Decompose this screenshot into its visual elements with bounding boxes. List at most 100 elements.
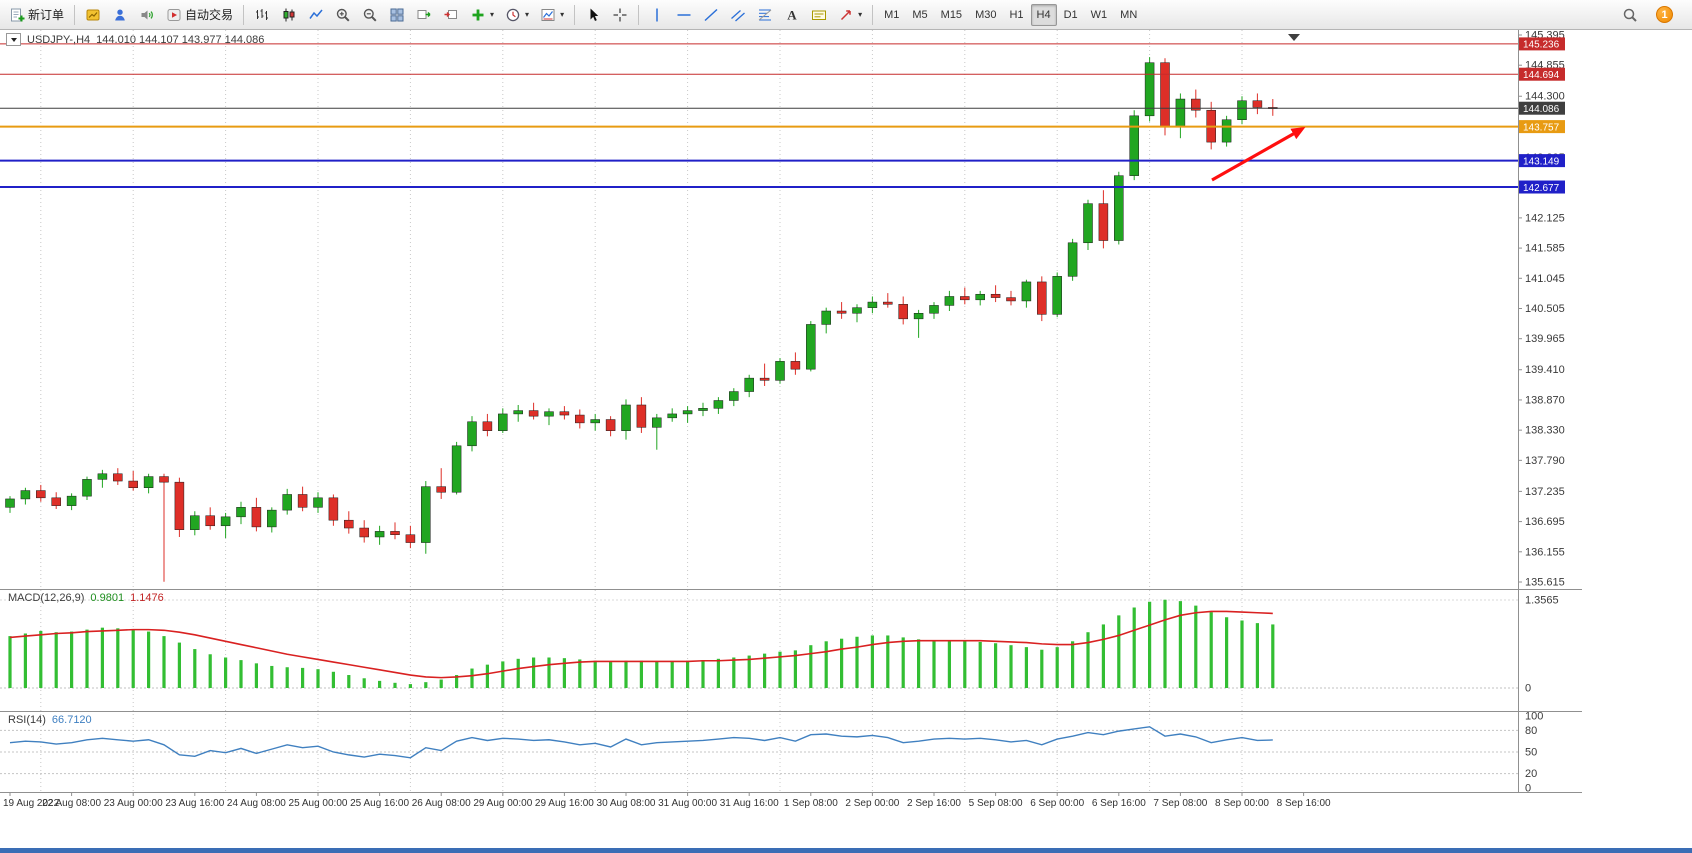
svg-text:140.505: 140.505 xyxy=(1525,303,1565,315)
zoom-out-icon xyxy=(362,7,378,23)
arrows-button[interactable]: ▾ xyxy=(833,3,867,27)
horizontal-level-lines[interactable] xyxy=(0,43,1518,189)
svg-text:8 Sep 16:00: 8 Sep 16:00 xyxy=(1277,798,1331,809)
tile-windows-button[interactable] xyxy=(384,3,410,27)
svg-text:145.236: 145.236 xyxy=(1523,40,1560,51)
svg-text:5 Sep 08:00: 5 Sep 08:00 xyxy=(969,798,1023,809)
window-bottom-edge xyxy=(0,848,1692,853)
rsi-label: RSI(14) 66.7120 xyxy=(8,714,92,726)
timeframe-w1-button[interactable]: W1 xyxy=(1085,4,1114,26)
timeframe-m30-button[interactable]: M30 xyxy=(969,4,1002,26)
tile-icon xyxy=(389,7,405,23)
fibonacci-button[interactable] xyxy=(752,3,778,27)
chart-symbol-label: USDJPY-,H4 144.010 144.107 143.977 144.0… xyxy=(6,33,264,46)
new-order-label: 新订单 xyxy=(28,8,65,22)
new-order-button[interactable]: 新订单 xyxy=(4,3,69,27)
auto-trading-label: 自动交易 xyxy=(185,8,234,22)
dropdown-caret-icon: ▾ xyxy=(858,10,863,19)
periods-button[interactable]: ▾ xyxy=(500,3,534,27)
equidistant-channel-button[interactable] xyxy=(725,3,751,27)
toolbar-right-group: 1 xyxy=(1617,3,1688,27)
autotrade-icon xyxy=(166,7,182,23)
dropdown-caret-icon: ▾ xyxy=(490,10,495,19)
timeframe-m1-button[interactable]: M1 xyxy=(878,4,905,26)
svg-text:2 Sep 16:00: 2 Sep 16:00 xyxy=(907,798,961,809)
main-toolbar: 新订单 自动交易 ▾ ▾ ▾ A ▾ M1 M5 M15 M30 H1 H4 D1 W1 MN 1 xyxy=(0,0,1692,30)
linechart-icon xyxy=(308,7,324,23)
timeframe-m5-button[interactable]: M5 xyxy=(906,4,933,26)
svg-text:29 Aug 16:00: 29 Aug 16:00 xyxy=(535,798,594,809)
svg-text:144.086: 144.086 xyxy=(1523,104,1560,115)
label-icon xyxy=(811,7,827,23)
auto-scroll-button[interactable] xyxy=(411,3,437,27)
macd-signal-value: 1.1476 xyxy=(130,592,164,604)
symbol-period: USDJPY-,H4 xyxy=(27,33,91,46)
macd-label: MACD(12,26,9) 0.9801 1.1476 xyxy=(8,592,164,604)
annotations[interactable] xyxy=(1211,34,1306,182)
channel-icon xyxy=(730,7,746,23)
svg-text:1 Sep 08:00: 1 Sep 08:00 xyxy=(784,798,838,809)
svg-text:8 Sep 00:00: 8 Sep 00:00 xyxy=(1215,798,1269,809)
svg-text:6 Sep 00:00: 6 Sep 00:00 xyxy=(1030,798,1084,809)
timeframe-h4-button[interactable]: H4 xyxy=(1030,3,1057,26)
svg-text:1.3565: 1.3565 xyxy=(1525,595,1559,607)
dropdown-caret-icon: ▾ xyxy=(560,10,565,19)
shapes-icon xyxy=(838,7,854,23)
line-chart-mode-button[interactable] xyxy=(303,3,329,27)
profile-button[interactable] xyxy=(80,3,106,27)
trend-arrow-annotation[interactable] xyxy=(1211,127,1306,182)
crosshair-button[interactable] xyxy=(607,3,633,27)
bars-icon xyxy=(254,7,270,23)
text-button[interactable]: A xyxy=(779,3,805,27)
shift-icon xyxy=(443,7,459,23)
text-label-button[interactable] xyxy=(806,3,832,27)
svg-text:141.585: 141.585 xyxy=(1525,243,1565,255)
vertical-line-button[interactable] xyxy=(644,3,670,27)
trendline-button[interactable] xyxy=(698,3,724,27)
svg-text:23 Aug 16:00: 23 Aug 16:00 xyxy=(165,798,224,809)
svg-text:136.155: 136.155 xyxy=(1525,546,1565,558)
dropdown-caret-icon: ▾ xyxy=(525,10,530,19)
toolbar-separator xyxy=(872,4,874,25)
svg-text:141.045: 141.045 xyxy=(1525,273,1565,285)
horizontal-line-button[interactable] xyxy=(671,3,697,27)
templates-button[interactable]: ▾ xyxy=(535,3,569,27)
toolbar-separator xyxy=(574,4,576,25)
auto-trading-button[interactable]: 自动交易 xyxy=(161,3,238,27)
candlestick-series xyxy=(5,57,1278,582)
svg-text:24 Aug 08:00: 24 Aug 08:00 xyxy=(227,798,286,809)
svg-text:25 Aug 00:00: 25 Aug 00:00 xyxy=(289,798,348,809)
svg-text:30 Aug 08:00: 30 Aug 08:00 xyxy=(597,798,656,809)
clock-icon xyxy=(505,7,521,23)
svg-text:135.615: 135.615 xyxy=(1525,576,1565,588)
zoom-in-button[interactable] xyxy=(330,3,356,27)
candlestick-mode-button[interactable] xyxy=(276,3,302,27)
indicators-button[interactable]: ▾ xyxy=(465,3,499,27)
zoom-out-button[interactable] xyxy=(357,3,383,27)
timeframe-d1-button[interactable]: D1 xyxy=(1058,4,1084,26)
chart-shift-marker[interactable] xyxy=(1288,34,1300,41)
cursor-icon xyxy=(585,7,601,23)
svg-text:138.330: 138.330 xyxy=(1525,425,1565,437)
indicator-plus-icon xyxy=(470,7,486,23)
svg-text:144.694: 144.694 xyxy=(1523,70,1560,81)
search-button[interactable] xyxy=(1617,3,1643,27)
chart-shift-button[interactable] xyxy=(438,3,464,27)
cursor-button[interactable] xyxy=(580,3,606,27)
timeframe-mn-button[interactable]: MN xyxy=(1114,4,1143,26)
alerts-sound-button[interactable] xyxy=(134,3,160,27)
chart-window[interactable]: 145.395144.855144.300143.745143.205142.6… xyxy=(0,30,1692,853)
timeframe-m15-button[interactable]: M15 xyxy=(935,4,968,26)
macd-name: MACD(12,26,9) xyxy=(8,592,85,604)
rsi-name: RSI(14) xyxy=(8,714,46,726)
autoscroll-icon xyxy=(416,7,432,23)
notifications-button[interactable]: 1 xyxy=(1651,3,1678,27)
one-click-trading-toggle[interactable] xyxy=(6,33,21,46)
timeframe-h1-button[interactable]: H1 xyxy=(1003,4,1029,26)
market-depth-button[interactable] xyxy=(107,3,133,27)
svg-text:142.677: 142.677 xyxy=(1523,183,1560,194)
bar-chart-mode-button[interactable] xyxy=(249,3,275,27)
chart-canvas[interactable]: 145.395144.855144.300143.745143.205142.6… xyxy=(0,30,1692,853)
svg-text:2 Sep 00:00: 2 Sep 00:00 xyxy=(845,798,899,809)
